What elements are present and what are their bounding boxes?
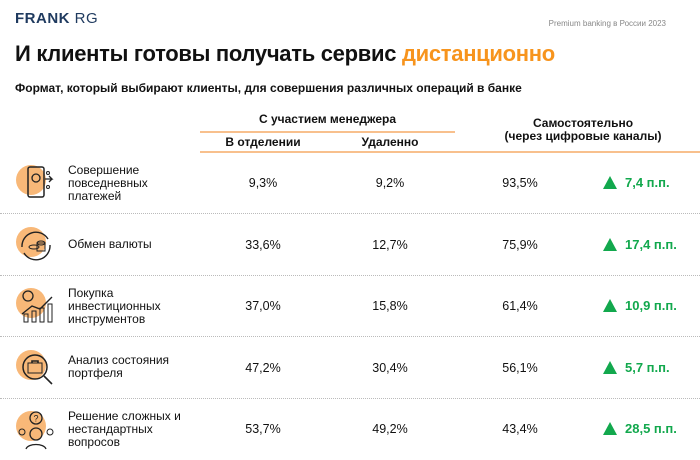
value-branch: 37,0% <box>245 299 281 313</box>
portfolio-magnifier-icon <box>16 350 53 385</box>
up-triangle-icon <box>603 176 617 189</box>
operation-name: Совершение повседневных платежей <box>68 163 148 203</box>
value-remote: 49,2% <box>372 422 408 436</box>
operation-name: Анализ состояния портфеля <box>68 353 170 380</box>
row-separator <box>0 336 700 337</box>
header-remote: Удаленно <box>361 135 419 149</box>
value-branch: 9,3% <box>248 176 278 190</box>
value-remote: 15,8% <box>372 299 408 313</box>
logo-light: RG <box>74 10 99 27</box>
value-remote: 30,4% <box>372 361 408 375</box>
title-main: И клиенты готовы получать сервис <box>15 41 402 66</box>
header-with-manager: С участием менеджера <box>258 112 397 126</box>
header-divider <box>200 131 455 133</box>
question-person-icon: ? <box>16 411 54 450</box>
value-branch: 47,2% <box>245 361 281 375</box>
title-accent: дистанционно <box>401 41 555 66</box>
up-triangle-icon <box>603 238 617 251</box>
value-remote: 12,7% <box>372 238 408 252</box>
up-triangle-icon <box>603 361 617 374</box>
table-row: Покупка инвестиционных инструментов 37,0… <box>0 275 700 337</box>
header-self-line2: (через цифровые каналы) <box>504 129 662 143</box>
table-row: Обмен валюты 33,6% 12,7% 75,9% 17,4 п.п. <box>0 214 700 276</box>
row-separator <box>0 213 700 214</box>
mobile-payment-icon <box>16 165 54 198</box>
value-remote: 9,2% <box>375 176 405 190</box>
delta-badge: 7,4 п.п. <box>603 175 670 190</box>
operation-name: Покупка инвестиционных инструментов <box>68 286 161 326</box>
value-self: 93,5% <box>502 176 538 190</box>
table-row: Совершение повседневных платежей 9,3% 9,… <box>0 152 700 214</box>
up-triangle-icon <box>603 299 617 312</box>
value-branch: 53,7% <box>245 422 281 436</box>
subtitle: Формат, который выбирают клиенты, для со… <box>15 81 522 95</box>
up-triangle-icon <box>603 422 617 435</box>
delta-badge: 28,5 п.п. <box>603 421 677 436</box>
investment-growth-icon <box>16 288 53 323</box>
logo-bold: FRANK <box>15 10 70 27</box>
delta-badge: 10,9 п.п. <box>603 298 677 313</box>
frank-rg-logo: FRANK RG <box>15 10 98 27</box>
delta-value: 10,9 п.п. <box>625 298 677 313</box>
svg-text:?: ? <box>34 414 39 424</box>
header-self-line1: Самостоятельно <box>532 116 634 130</box>
value-branch: 33,6% <box>245 238 281 252</box>
table-row: ? Решение сложных и нестандартных вопрос… <box>0 398 700 460</box>
value-self: 61,4% <box>502 299 538 313</box>
value-self: 75,9% <box>502 238 538 252</box>
header-branch: В отделении <box>225 135 301 149</box>
table-row: Анализ состояния портфеля 47,2% 30,4% 56… <box>0 337 700 399</box>
page-title: И клиенты готовы получать сервис дистанц… <box>15 41 555 67</box>
delta-badge: 17,4 п.п. <box>603 237 677 252</box>
header-bottom-line <box>200 151 700 153</box>
report-name: Premium banking в России 2023 <box>548 19 666 28</box>
value-self: 43,4% <box>502 422 538 436</box>
operation-name: Решение сложных и нестандартных вопросов <box>68 409 181 449</box>
row-separator <box>0 398 700 399</box>
value-self: 56,1% <box>502 361 538 375</box>
delta-value: 28,5 п.п. <box>625 421 677 436</box>
delta-badge: 5,7 п.п. <box>603 360 670 375</box>
row-separator <box>0 275 700 276</box>
delta-value: 5,7 п.п. <box>625 360 670 375</box>
currency-exchange-icon <box>16 227 51 261</box>
operation-name: Обмен валюты <box>68 237 152 251</box>
delta-value: 17,4 п.п. <box>625 237 677 252</box>
delta-value: 7,4 п.п. <box>625 175 670 190</box>
